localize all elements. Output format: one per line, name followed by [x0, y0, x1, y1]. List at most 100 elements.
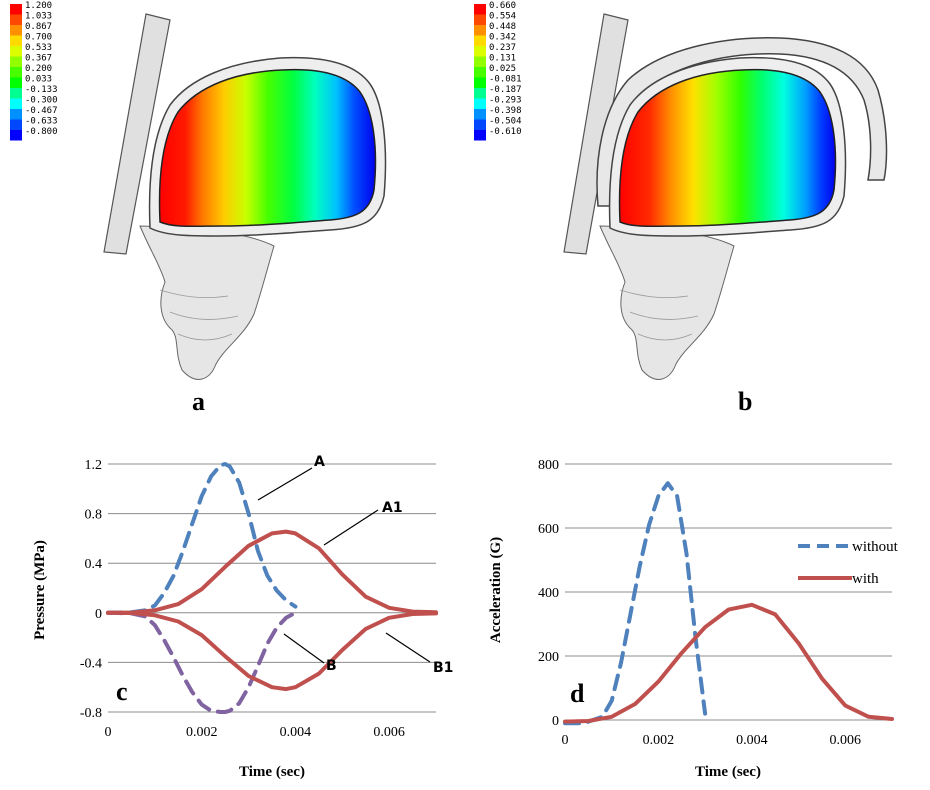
legend-swatch-a-6 — [10, 67, 22, 78]
d-series-with — [563, 602, 894, 724]
panel-b: 0.6600.5540.4480.3420.2370.1310.025-0.08… — [474, 1, 888, 416]
legend-swatch-b-9 — [474, 98, 486, 109]
legend-swatch-a-4 — [10, 46, 22, 57]
skull-face-b — [599, 225, 735, 380]
callout-line-A1 — [323, 509, 379, 546]
legend-swatch-b-11 — [474, 119, 486, 130]
d-tick-labels: 800 600 400 200 00 0.002 0.004 0.006 — [538, 458, 861, 748]
jaw-detail-a — [159, 289, 239, 341]
panel-label-c: c — [116, 677, 128, 706]
c-series-A1 — [106, 529, 438, 615]
c-ytick-2: 0.4 — [85, 557, 103, 572]
d-ytick-3: 200 — [538, 650, 559, 665]
legend-swatch-b-6 — [474, 67, 486, 78]
callout-line-B — [283, 633, 325, 664]
legend-value-a-12: -0.800 — [25, 127, 58, 137]
legend-value-a-1: 1.033 — [25, 12, 52, 22]
legend-swatch-a-7 — [10, 77, 22, 88]
legend-value-b-10: -0.398 — [489, 106, 522, 116]
legend-swatch-b-1 — [474, 14, 486, 25]
legend-value-a-6: 0.200 — [25, 64, 52, 74]
d-gridlines — [565, 463, 892, 721]
legend-swatch-b-7 — [474, 77, 486, 88]
c-series — [106, 462, 438, 714]
legend-value-a-3: 0.700 — [25, 33, 52, 43]
legend-swatch-b-0 — [474, 4, 486, 15]
legend-swatch-a-8 — [10, 88, 22, 99]
legend-swatch-b-3 — [474, 35, 486, 46]
brain-pressure-map-a — [158, 68, 377, 228]
c-ytick-0: 1.2 — [85, 458, 103, 473]
impactor-plate-b — [563, 13, 629, 255]
legend-value-b-4: 0.237 — [489, 43, 516, 53]
panel-label-a: a — [192, 387, 205, 416]
c-ytick-4: -0.4 — [80, 656, 102, 671]
legend-value-b-5: 0.131 — [489, 54, 516, 64]
legend-swatch-a-12 — [10, 130, 22, 141]
callout-B: B — [326, 658, 337, 674]
panel-a: 1.2001.0330.8670.7000.5330.3670.2000.033… — [10, 1, 387, 416]
c-xtick-3: 0.006 — [373, 725, 405, 740]
d-legend: without with — [798, 539, 899, 587]
d-xtick-1: 0.002 — [643, 733, 675, 748]
c-y-axis-title: Pressure (MPa) — [32, 540, 48, 640]
c-series-B1 — [106, 610, 438, 692]
c-ytick-5: -0.8 — [80, 706, 102, 721]
skull-face-a — [139, 225, 275, 380]
callout-A1: A1 — [382, 500, 403, 516]
c-x-axis-title: Time (sec) — [239, 764, 305, 780]
c-xtick-1: 0.002 — [186, 725, 218, 740]
d-series-without — [563, 481, 708, 726]
callout-A: A — [314, 454, 325, 470]
contour-legend-a: 1.2001.0330.8670.7000.5330.3670.2000.033… — [10, 1, 58, 141]
legend-label-without: without — [852, 539, 899, 555]
d-x-axis-title: Time (sec) — [695, 764, 761, 780]
c-xtick-0: 0 — [105, 725, 112, 740]
legend-swatch-a-0 — [10, 4, 22, 15]
legend-swatch-a-10 — [10, 109, 22, 120]
legend-value-b-7: -0.081 — [489, 75, 522, 85]
chart-d: 800 600 400 200 00 0.002 0.004 0.006 without wi… — [488, 458, 899, 780]
panel-label-b: b — [738, 387, 752, 416]
panel-label-d: d — [570, 679, 585, 708]
callout-line-B1 — [385, 632, 431, 663]
d-xtick-0: 0 — [562, 733, 569, 748]
d-ytick-2: 400 — [538, 586, 559, 601]
legend-swatch-a-9 — [10, 98, 22, 109]
c-gridlines — [108, 463, 436, 713]
impactor-plate-a — [103, 13, 171, 255]
legend-value-b-1: 0.554 — [489, 12, 516, 22]
d-ytick-4: 0 — [552, 714, 559, 729]
legend-value-a-4: 0.533 — [25, 43, 52, 53]
legend-value-b-0: 0.660 — [489, 1, 516, 11]
legend-swatch-b-4 — [474, 46, 486, 57]
legend-swatch-a-3 — [10, 35, 22, 46]
brain-pressure-map-b — [618, 68, 837, 228]
c-ytick-1: 0.8 — [85, 508, 103, 523]
d-xtick-2: 0.004 — [736, 733, 768, 748]
legend-value-b-12: -0.610 — [489, 127, 522, 137]
legend-swatch-b-8 — [474, 88, 486, 99]
legend-value-b-8: -0.187 — [489, 85, 522, 95]
c-series-B — [106, 610, 298, 714]
legend-swatch-a-1 — [10, 14, 22, 25]
callout-line-A — [257, 467, 313, 501]
legend-value-a-0: 1.200 — [25, 1, 52, 11]
legend-value-a-2: 0.867 — [25, 22, 52, 32]
jaw-detail-b — [619, 289, 699, 341]
legend-value-a-8: -0.133 — [25, 85, 58, 95]
legend-swatch-a-5 — [10, 56, 22, 67]
chart-c: 1.20.80.40-0.4-0.80 0.002 0.004 0.006 A A1 … — [32, 454, 453, 780]
callout-B1: B1 — [433, 660, 453, 676]
contour-legend-b: 0.6600.5540.4480.3420.2370.1310.025-0.08… — [474, 1, 522, 141]
d-y-axis-title: Acceleration (G) — [488, 537, 504, 643]
legend-swatch-a-2 — [10, 25, 22, 36]
d-series — [563, 481, 894, 726]
legend-value-b-6: 0.025 — [489, 64, 516, 74]
d-xtick-3: 0.006 — [830, 733, 862, 748]
legend-swatch-b-12 — [474, 130, 486, 141]
legend-swatch-b-5 — [474, 56, 486, 67]
legend-value-b-9: -0.293 — [489, 96, 522, 106]
legend-swatch-b-10 — [474, 109, 486, 120]
c-ytick-3: 0 — [95, 607, 102, 622]
